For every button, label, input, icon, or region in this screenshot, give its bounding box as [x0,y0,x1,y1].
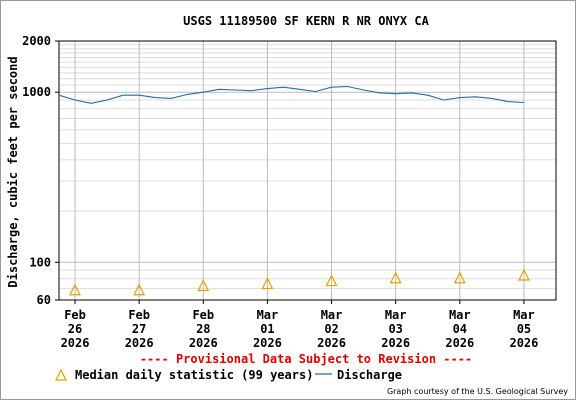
y-axis-ticks: 60 100 1000 2000 [22,34,59,307]
x-tick-label: 2026 [445,336,474,350]
x-tick-label: 2026 [125,336,154,350]
x-tick-label: Mar [385,308,407,322]
x-tick-label: 2026 [189,336,218,350]
x-tick-label: 2026 [317,336,346,350]
x-tick-label: Mar [449,308,471,322]
median-point [261,277,274,290]
x-axis-ticks: Feb262026Feb272026Feb282026Mar012026Mar0… [61,300,538,350]
median-legend-icon [55,368,67,381]
median-point [453,271,466,284]
y-tick-label: 60 [37,293,51,307]
median-point [517,268,530,281]
x-tick-label: Mar [513,308,535,322]
grid [59,41,556,300]
x-tick-label: 2026 [253,336,282,350]
median-point [325,274,338,287]
x-tick-label: 26 [68,322,82,336]
x-tick-label: Feb [64,308,86,322]
x-tick-label: 02 [324,322,338,336]
median-point [133,283,146,296]
x-tick-label: Feb [128,308,150,322]
y-tick-label: 2000 [22,34,51,48]
x-tick-label: 03 [388,322,402,336]
x-tick-label: 01 [260,322,274,336]
y-tick-label: 100 [29,255,51,269]
x-tick-label: Mar [257,308,279,322]
discharge-legend-label: Discharge [337,368,402,382]
median-point [389,271,402,284]
plot-border [58,40,557,301]
provisional-note: ---- Provisional Data Subject to Revisio… [140,352,472,366]
discharge-line [58,85,524,104]
x-tick-label: 2026 [61,336,90,350]
median-legend-label: Median daily statistic (99 years) [75,368,313,382]
y-tick-label: 1000 [22,85,51,99]
graph-credit: Graph courtesy of the U.S. Geological Su… [387,387,568,396]
x-tick-label: 05 [517,322,531,336]
median-point [69,283,82,296]
y-axis-label: Discharge, cubic feet per second [6,56,20,287]
x-tick-label: Feb [192,308,214,322]
x-tick-label: 2026 [509,336,538,350]
chart-title: USGS 11189500 SF KERN R NR ONYX CA [183,14,429,28]
x-tick-label: 28 [196,322,210,336]
series-layer [58,85,530,296]
x-tick-label: 04 [453,322,467,336]
x-tick-label: Mar [321,308,343,322]
legend: Median daily statistic (99 years) Discha… [55,368,402,382]
x-tick-label: 27 [132,322,146,336]
x-tick-label: 2026 [381,336,410,350]
median-point [197,279,210,292]
